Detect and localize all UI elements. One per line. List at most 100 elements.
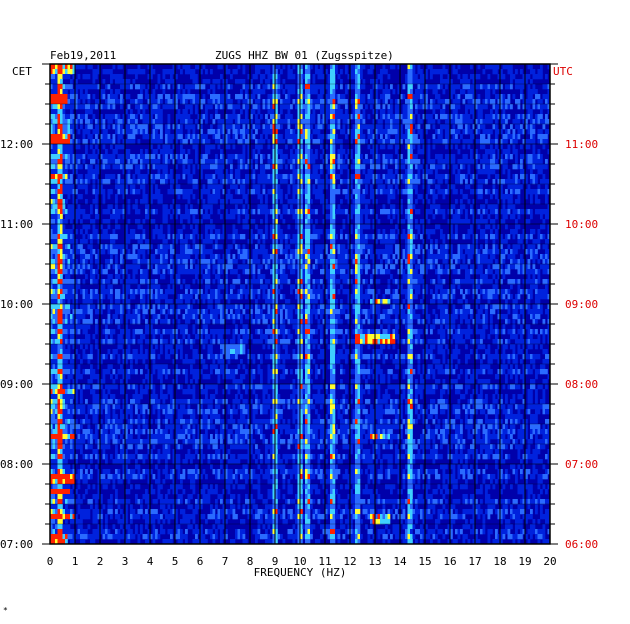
spectrogram-cell [445, 259, 448, 265]
spectrogram-cell [277, 194, 281, 200]
spectrogram-cell [60, 184, 63, 190]
spectrogram-cell [315, 169, 318, 175]
spectrogram-cell [355, 139, 358, 145]
spectrogram-cell [207, 204, 211, 210]
spectrogram-cell [450, 249, 453, 255]
spectrogram-cell [360, 179, 363, 185]
spectrogram-cell [297, 99, 301, 105]
spectrogram-cell [230, 119, 233, 125]
spectrogram-cell [115, 89, 118, 95]
spectrogram-cell [70, 109, 73, 115]
spectrogram-cell [372, 194, 376, 200]
spectrogram-cell [260, 179, 263, 185]
spectrogram-cell [145, 89, 148, 95]
spectrogram-cell [325, 204, 328, 210]
spectrogram-cell [517, 119, 521, 125]
spectrogram-cell [72, 184, 76, 190]
spectrogram-cell [335, 119, 338, 125]
spectrogram-cell [385, 239, 388, 245]
spectrogram-cell [425, 89, 428, 95]
spectrogram-cell [160, 229, 163, 235]
spectrogram-cell [547, 214, 551, 220]
spectrogram-cell [380, 119, 383, 125]
spectrogram-cell [87, 174, 91, 180]
spectrogram-cell [520, 94, 523, 100]
spectrogram-cell [382, 109, 386, 115]
spectrogram-cell [95, 99, 98, 105]
spectrogram-cell [280, 139, 283, 145]
spectrogram-cell [230, 169, 233, 175]
spectrogram-cell [62, 254, 66, 260]
spectrogram-cell [332, 134, 336, 140]
spectrogram-cell [527, 84, 531, 90]
spectrogram-cell [202, 214, 206, 220]
spectrogram-cell [280, 264, 283, 270]
spectrogram-cell [265, 129, 268, 135]
spectrogram-cell [60, 119, 63, 125]
spectrogram-cell [75, 219, 78, 225]
spectrogram-cell [315, 84, 318, 90]
spectrogram-cell [440, 164, 443, 170]
spectrogram-cell [410, 234, 413, 240]
spectrogram-cell [87, 134, 91, 140]
spectrogram-cell [240, 179, 243, 185]
spectrogram-cell [530, 134, 533, 140]
spectrogram-cell [255, 64, 258, 70]
spectrogram-cell [195, 209, 198, 215]
spectrogram-cell [467, 259, 471, 265]
spectrogram-cell [247, 139, 251, 145]
spectrogram-cell [485, 139, 488, 145]
spectrogram-cell [322, 114, 326, 120]
spectrogram-cell [517, 99, 521, 105]
spectrogram-cell [497, 164, 501, 170]
spectrogram-cell [300, 124, 303, 130]
spectrogram-cell [245, 164, 248, 170]
spectrogram-cell [337, 189, 341, 195]
spectrogram-cell [57, 179, 61, 185]
spectrogram-cell [470, 189, 473, 195]
spectrogram-cell [152, 154, 156, 160]
spectrogram-cell [325, 134, 328, 140]
spectrogram-cell [190, 99, 193, 105]
spectrogram-cell [340, 79, 343, 85]
spectrogram-cell [357, 179, 361, 185]
spectrogram-cell [380, 189, 383, 195]
spectrogram-cell [240, 199, 243, 205]
spectrogram-cell [72, 119, 76, 125]
spectrogram-cell [90, 249, 93, 255]
spectrogram-cell [397, 244, 401, 250]
spectrogram-cell [417, 209, 421, 215]
spectrogram-cell [365, 154, 368, 160]
spectrogram-cell [330, 149, 333, 155]
spectrogram-cell [180, 129, 183, 135]
spectrogram-cell [295, 119, 298, 125]
spectrogram-cell [450, 244, 453, 250]
spectrogram-cell [92, 114, 96, 120]
spectrogram-cell [277, 74, 281, 80]
spectrogram-cell [507, 64, 511, 70]
spectrogram-cell [235, 244, 238, 250]
spectrogram-cell [370, 99, 373, 105]
spectrogram-cell [220, 264, 223, 270]
spectrogram-cell [257, 139, 261, 145]
spectrogram-cell [145, 174, 148, 180]
spectrogram-cell [467, 219, 471, 225]
spectrogram-cell [87, 104, 91, 110]
spectrogram-cell [117, 174, 121, 180]
spectrogram-cell [440, 109, 443, 115]
spectrogram-cell [342, 209, 346, 215]
spectrogram-cell [77, 204, 81, 210]
spectrogram-cell [275, 139, 278, 145]
spectrogram-cell [390, 124, 393, 130]
spectrogram-cell [157, 244, 161, 250]
spectrogram-cell [440, 159, 443, 165]
spectrogram-cell [482, 99, 486, 105]
spectrogram-cell [220, 139, 223, 145]
spectrogram-cell [82, 114, 86, 120]
spectrogram-cell [452, 164, 456, 170]
spectrogram-cell [440, 79, 443, 85]
spectrogram-cell [250, 189, 253, 195]
spectrogram-cell [165, 254, 168, 260]
spectrogram-cell [155, 229, 158, 235]
spectrogram-cell [72, 189, 76, 195]
